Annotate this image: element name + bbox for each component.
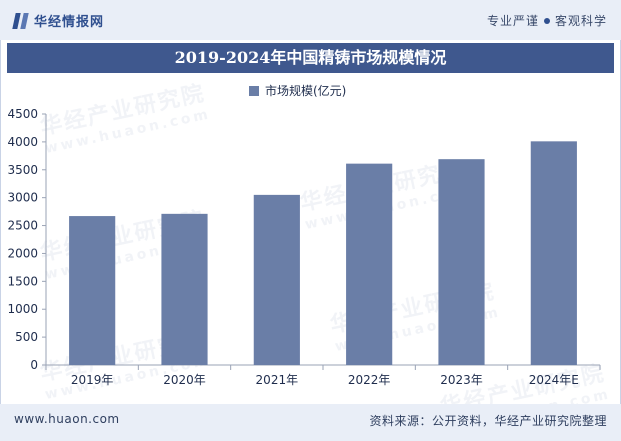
x-tick-label: 2023年: [440, 373, 483, 387]
bar: [69, 216, 116, 365]
x-tick-label: 2021年: [256, 373, 299, 387]
footer-bar: www.huaon.com 资料来源：公开资料，华经产业研究院整理: [0, 404, 621, 441]
footer-source: 资料来源：公开资料，华经产业研究院整理: [369, 414, 607, 428]
legend-label: 市场规模(亿元): [265, 84, 347, 98]
y-tick-label: 500: [15, 330, 38, 344]
brand[interactable]: 华经情报网: [12, 11, 105, 30]
slogan-left: 专业严谨: [486, 14, 539, 28]
y-tick-label: 3500: [7, 163, 38, 177]
x-tick-label: 2020年: [163, 373, 206, 387]
bar: [346, 163, 393, 365]
legend: 市场规模(亿元): [249, 82, 346, 99]
bar: [438, 159, 485, 365]
y-tick-label: 4000: [7, 135, 38, 149]
legend-swatch: [249, 85, 259, 96]
slogan: 专业严谨 客观科学: [487, 12, 607, 29]
bullet-dot-icon: [543, 17, 550, 24]
y-tick-label: 1000: [7, 302, 38, 316]
header-bar: 华经情报网 专业严谨 客观科学: [0, 0, 621, 40]
x-tick-label: 2022年: [348, 373, 391, 387]
title-bar: 2019-2024年中国精铸市场规模情况: [7, 43, 614, 73]
brand-name: 华经情报网: [34, 15, 105, 30]
y-tick-label: 2500: [7, 219, 38, 233]
y-tick-label: 1500: [7, 274, 38, 288]
footer-url-link[interactable]: www.huaon.com: [14, 412, 120, 426]
x-tick-label: 2024年E: [529, 373, 579, 387]
y-tick-label: 0: [30, 358, 38, 372]
y-tick-label: 3000: [7, 191, 38, 205]
x-tick-label: 2019年: [71, 373, 114, 387]
bar: [530, 141, 577, 365]
slogan-right: 客观科学: [554, 14, 607, 28]
chart-title: 2019-2024年中国精铸市场规模情况: [174, 48, 447, 67]
bar: [161, 213, 208, 365]
y-tick-label: 4500: [7, 107, 38, 121]
y-tick-label: 2000: [7, 246, 38, 260]
bar: [253, 194, 300, 365]
